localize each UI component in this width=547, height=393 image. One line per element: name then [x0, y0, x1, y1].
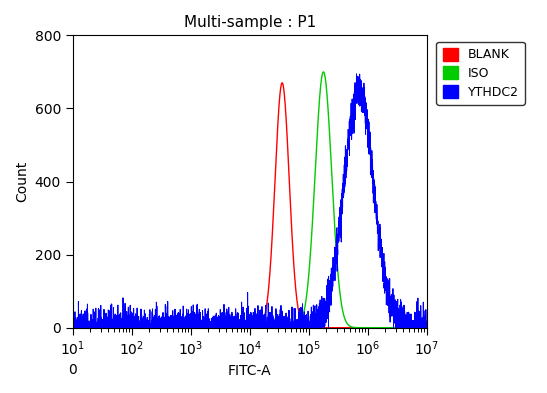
YTHDC2 [238, 316, 245, 321]
YTHDC2 [221, 320, 228, 324]
BLANK [237, 325, 244, 330]
ISO [423, 325, 430, 330]
ISO [395, 325, 401, 330]
BLANK [218, 325, 225, 330]
BLANK [279, 81, 286, 85]
YTHDC2 [353, 72, 360, 76]
YTHDC2 [69, 323, 76, 328]
BLANK [395, 325, 401, 330]
ISO [69, 325, 76, 330]
BLANK [327, 325, 333, 330]
YTHDC2 [412, 316, 419, 321]
YTHDC2 [395, 309, 401, 313]
ISO [327, 138, 333, 142]
BLANK [221, 325, 228, 330]
Title: Multi-sample : P1: Multi-sample : P1 [184, 15, 316, 30]
ISO [237, 325, 244, 330]
Text: 0: 0 [68, 363, 77, 377]
Line: ISO: ISO [73, 72, 427, 328]
BLANK [412, 325, 419, 330]
YTHDC2 [69, 325, 76, 330]
BLANK [69, 325, 76, 330]
YTHDC2 [423, 325, 430, 330]
YTHDC2 [218, 325, 225, 330]
X-axis label: FITC-A: FITC-A [228, 364, 271, 378]
ISO [320, 70, 327, 74]
Legend: BLANK, ISO, YTHDC2: BLANK, ISO, YTHDC2 [437, 42, 525, 105]
Line: YTHDC2: YTHDC2 [73, 74, 427, 328]
BLANK [423, 325, 430, 330]
Y-axis label: Count: Count [15, 161, 29, 202]
Line: BLANK: BLANK [73, 83, 427, 328]
ISO [218, 325, 225, 330]
ISO [221, 325, 228, 330]
ISO [412, 325, 419, 330]
YTHDC2 [327, 281, 333, 285]
